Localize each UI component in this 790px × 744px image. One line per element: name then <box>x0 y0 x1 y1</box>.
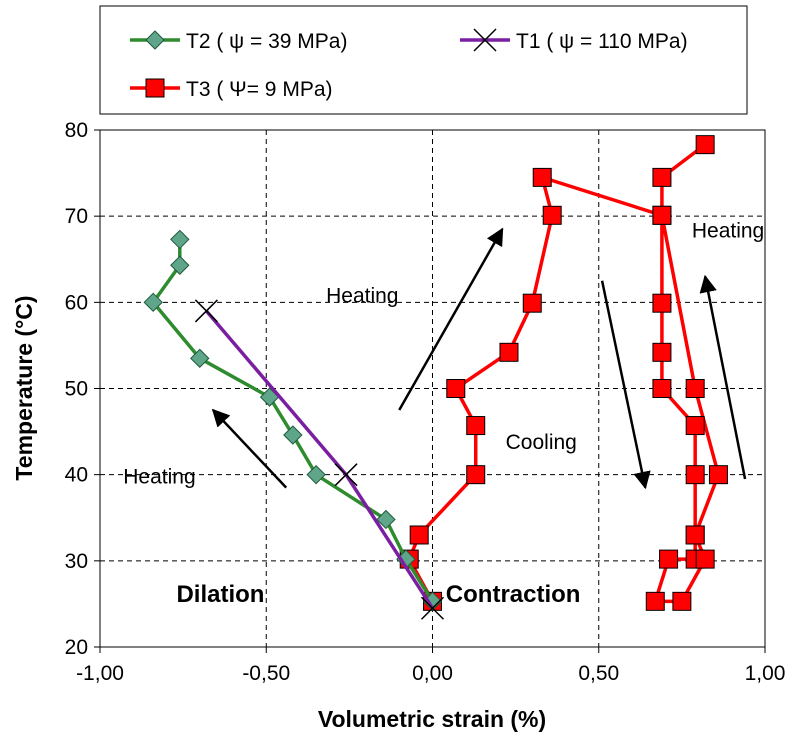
x-marker-stroke <box>334 463 358 487</box>
data-point <box>283 425 303 445</box>
data-point <box>695 135 715 155</box>
direction-arrow <box>398 227 504 411</box>
data-point <box>652 342 672 362</box>
series-2 <box>194 299 445 620</box>
legend-item-3: T3 ( Ψ= 9 MPa) <box>130 78 333 101</box>
legend-marker <box>473 28 497 52</box>
data-point <box>652 205 672 225</box>
series-1 <box>143 229 443 612</box>
x-tick-label: -1,00 <box>76 662 124 685</box>
legend-marker <box>145 78 165 98</box>
data-point <box>409 525 429 545</box>
series-line <box>151 239 434 603</box>
data-point <box>652 167 672 187</box>
process-label: Heating <box>123 465 195 488</box>
x-tick-label: 1,00 <box>745 662 786 685</box>
data-point <box>376 509 396 530</box>
x-axis-title: Volumetric strain (%) <box>318 706 546 732</box>
x-tick-label: 0,50 <box>578 662 619 685</box>
data-point <box>334 463 358 487</box>
series-line <box>407 143 721 604</box>
data-point <box>685 465 705 485</box>
x-marker-stroke <box>473 28 497 52</box>
data-point <box>685 525 705 545</box>
x-tick-label: -0,50 <box>242 662 290 685</box>
y-tick-label: 60 <box>65 291 88 314</box>
data-point <box>685 416 705 436</box>
x-marker-stroke <box>194 299 218 323</box>
series-layer <box>143 135 728 620</box>
legend-label: T1 ( ψ = 110 MPa) <box>516 30 688 53</box>
data-point <box>672 591 692 611</box>
y-axis-title: Temperature (°C) <box>11 295 37 480</box>
process-label: Heating <box>692 220 764 243</box>
direction-arrow <box>600 280 651 490</box>
data-point <box>652 293 672 313</box>
y-tick-label: 30 <box>65 550 88 573</box>
legend-item-2: T1 ( ψ = 110 MPa) <box>460 28 688 53</box>
region-label: Contraction <box>446 581 581 608</box>
arrows <box>211 227 747 490</box>
data-point <box>659 549 679 569</box>
data-point <box>645 591 665 611</box>
region-label: Dilation <box>176 581 264 608</box>
data-point <box>685 379 705 398</box>
data-point <box>466 416 486 436</box>
process-label: Cooling <box>506 431 577 454</box>
legend-label: T3 ( Ψ= 9 MPa) <box>186 78 333 101</box>
y-axis-ticks: 20 30 40 50 60 70 80 <box>65 119 100 659</box>
y-tick-label: 20 <box>65 636 88 659</box>
x-tick-label: 0,00 <box>412 662 453 685</box>
data-point <box>708 465 728 485</box>
legend-item-1: T2 ( ψ = 39 MPa) <box>130 30 347 53</box>
x-marker-stroke <box>420 596 445 620</box>
direction-arrow <box>211 408 288 489</box>
grid <box>100 130 765 647</box>
legend-label: T2 ( ψ = 39 MPa) <box>186 30 347 53</box>
data-point <box>695 549 715 569</box>
data-point <box>532 167 552 187</box>
data-point <box>542 205 562 225</box>
x-axis-ticks: -1,00 -0,50 0,00 0,50 1,00 <box>76 647 785 685</box>
direction-arrow <box>699 274 747 480</box>
plot-area: Heating Heating Cooling Heating Dilation Cont… <box>99 129 766 648</box>
y-tick-label: 40 <box>65 464 88 487</box>
data-point <box>446 379 466 398</box>
data-point <box>170 229 190 250</box>
data-point <box>499 342 519 362</box>
data-point <box>190 348 210 369</box>
data-point <box>522 293 542 313</box>
data-point <box>143 292 163 313</box>
data-point <box>652 379 672 398</box>
annotations: Heating Heating Cooling Heating Dilation Cont… <box>123 220 764 608</box>
y-tick-label: 70 <box>65 205 88 228</box>
data-point <box>306 464 326 485</box>
y-tick-label: 80 <box>65 119 88 142</box>
data-point <box>170 255 190 275</box>
y-tick-label: 50 <box>65 378 88 401</box>
legend-marker <box>145 30 165 50</box>
legend: T2 ( ψ = 39 MPa) T1 ( ψ = 110 MPa) T3 ( Ψ=… <box>99 5 748 115</box>
data-point <box>466 465 486 485</box>
process-label: Heating <box>326 284 398 307</box>
legend-box <box>99 5 748 115</box>
data-point <box>194 299 218 323</box>
data-point <box>420 596 445 620</box>
